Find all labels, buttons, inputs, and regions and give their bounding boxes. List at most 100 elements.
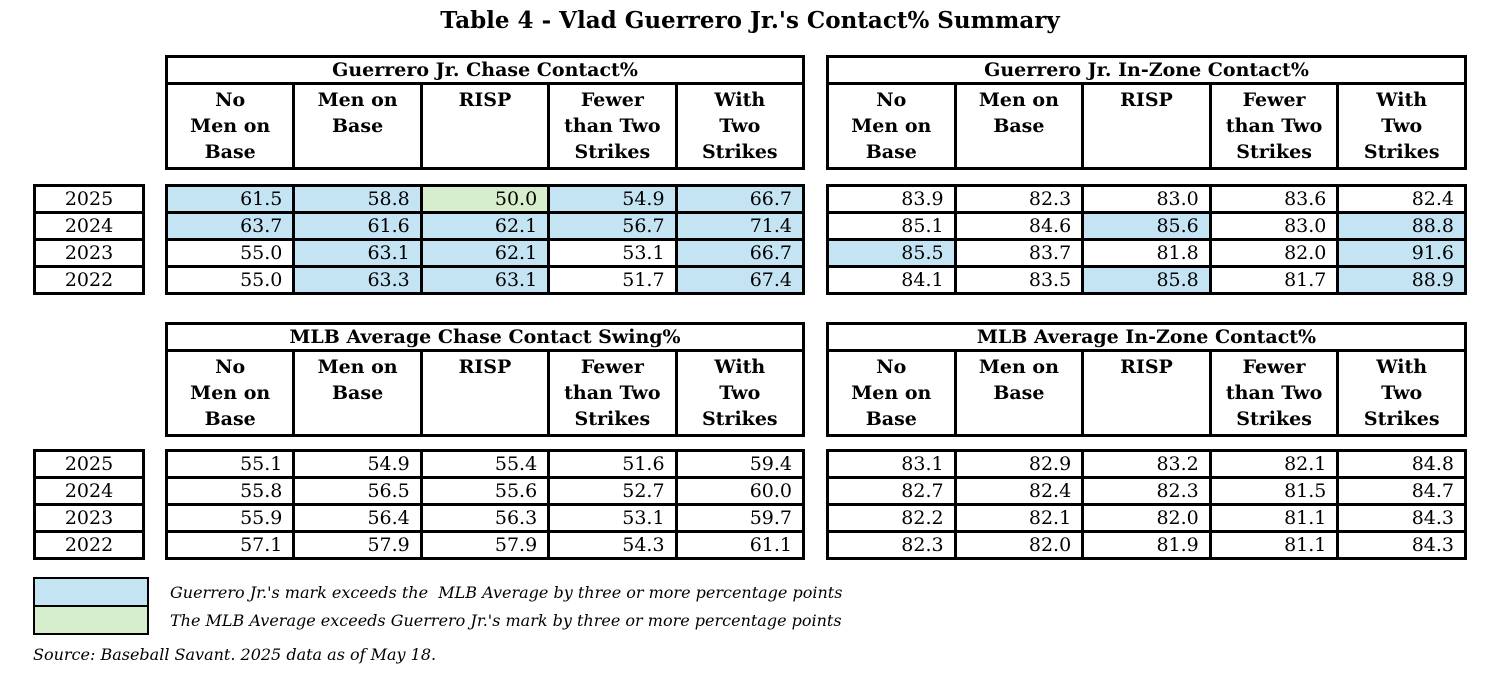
data-table: 83.1 82.9 83.2 82.1 84.8 82.7 82.4 82.3 81.5 84.7… — [826, 449, 1467, 560]
table-row: 57.1 57.9 57.9 54.3 61.1 — [164, 530, 806, 560]
data-cell: 82.0 — [1208, 238, 1340, 268]
column-header: With Two Strikes — [1336, 349, 1467, 437]
column-header: RISP — [419, 349, 551, 437]
data-cell: 63.1 — [292, 238, 423, 268]
data-cell: 84.1 — [826, 265, 957, 295]
data-cell: 57.9 — [419, 530, 551, 560]
table-row: 55.9 56.4 56.3 53.1 59.7 — [164, 503, 806, 533]
data-cell: 55.6 — [419, 476, 551, 506]
guerrero-inzone-header-table: Guerrero Jr. In-Zone Contact% No Men on Bas… — [826, 55, 1467, 170]
column-header: Fewer than Two Strikes — [1208, 349, 1340, 437]
data-cell: 53.1 — [547, 238, 678, 268]
year-label: 2025 — [33, 449, 145, 479]
data-cell: 83.9 — [826, 184, 957, 214]
data-cell: 57.1 — [164, 530, 296, 560]
column-header: No Men on Base — [826, 349, 957, 437]
mlb-chase-data-table: 55.1 54.9 55.4 51.6 59.4 55.8 56.5 55.6 52.7 60.0… — [164, 449, 806, 560]
column-header: No Men on Base — [826, 82, 957, 170]
data-cell: 62.1 — [419, 238, 551, 268]
data-table: 61.5 58.8 50.0 54.9 66.7 63.7 61.6 62.1 56.7 71.4… — [164, 184, 806, 295]
data-cell: 88.9 — [1336, 265, 1467, 295]
data-cell: 55.9 — [164, 503, 296, 533]
data-cell: 82.4 — [953, 476, 1085, 506]
data-cell: 81.5 — [1208, 476, 1340, 506]
data-cell: 66.7 — [674, 238, 806, 268]
data-cell: 82.1 — [953, 503, 1085, 533]
legend-swatches — [33, 577, 149, 635]
data-cell: 82.4 — [1336, 184, 1467, 214]
column-header: Men on Base — [292, 349, 423, 437]
data-cell: 82.3 — [1081, 476, 1212, 506]
column-header: No Men on Base — [164, 349, 296, 437]
column-header: RISP — [1081, 82, 1212, 170]
year-column-bottom: 2025 2024 2023 2022 — [33, 449, 145, 560]
data-cell: 82.3 — [953, 184, 1085, 214]
data-cell: 55.1 — [164, 449, 296, 479]
data-cell: 81.7 — [1208, 265, 1340, 295]
data-cell: 91.6 — [1336, 238, 1467, 268]
column-header: Men on Base — [953, 349, 1085, 437]
data-cell: 84.7 — [1336, 476, 1467, 506]
table-row: 55.8 56.5 55.6 52.7 60.0 — [164, 476, 806, 506]
legend-swatch-green — [35, 607, 147, 633]
legend-text-blue: Guerrero Jr.'s mark exceeds the MLB Aver… — [170, 583, 843, 602]
data-table: 83.9 82.3 83.0 83.6 82.4 85.1 84.6 85.6 83.0 88.8… — [826, 184, 1467, 295]
data-cell: 63.3 — [292, 265, 423, 295]
column-header: With Two Strikes — [674, 349, 806, 437]
data-cell: 81.1 — [1208, 530, 1340, 560]
data-cell: 60.0 — [674, 476, 806, 506]
table-title: MLB Average In-Zone Contact% — [826, 322, 1467, 352]
column-header: Fewer than Two Strikes — [1208, 82, 1340, 170]
column-header: Fewer than Two Strikes — [547, 349, 678, 437]
table-row: 55.1 54.9 55.4 51.6 59.4 — [164, 449, 806, 479]
data-cell: 81.9 — [1081, 530, 1212, 560]
table-row: 83.9 82.3 83.0 83.6 82.4 — [826, 184, 1467, 214]
table-title: Guerrero Jr. Chase Contact% — [165, 55, 805, 85]
data-cell: 84.6 — [953, 211, 1085, 241]
column-header: With Two Strikes — [1336, 82, 1467, 170]
data-cell: 51.7 — [547, 265, 678, 295]
mlb-inzone-data-table: 83.1 82.9 83.2 82.1 84.8 82.7 82.4 82.3 81.5 84.7… — [826, 449, 1467, 560]
data-cell: 56.4 — [292, 503, 423, 533]
year-label: 2023 — [33, 238, 145, 268]
column-header: Men on Base — [292, 82, 423, 170]
column-header: RISP — [1081, 349, 1212, 437]
column-header: No Men on Base — [164, 82, 296, 170]
data-cell: 52.7 — [547, 476, 678, 506]
data-cell: 63.7 — [164, 211, 296, 241]
header-table: Guerrero Jr. Chase Contact% No Men on Base M… — [164, 55, 806, 170]
column-header: Men on Base — [953, 82, 1085, 170]
data-cell: 54.9 — [292, 449, 423, 479]
data-cell: 59.4 — [674, 449, 806, 479]
data-cell: 61.5 — [164, 184, 296, 214]
data-cell: 83.7 — [953, 238, 1085, 268]
table-title: Guerrero Jr. In-Zone Contact% — [826, 55, 1467, 85]
year-label: 2024 — [33, 476, 145, 506]
data-cell: 82.9 — [953, 449, 1085, 479]
table-row: 63.7 61.6 62.1 56.7 71.4 — [164, 211, 806, 241]
data-cell: 85.5 — [826, 238, 957, 268]
mlb-inzone-header-table: MLB Average In-Zone Contact% No Men on Base… — [826, 322, 1467, 437]
year-label: 2024 — [33, 211, 145, 241]
data-cell: 85.8 — [1081, 265, 1212, 295]
guerrero-inzone-data-table: 83.9 82.3 83.0 83.6 82.4 85.1 84.6 85.6 83.0 88.8… — [826, 184, 1467, 295]
data-cell: 83.2 — [1081, 449, 1212, 479]
column-header: With Two Strikes — [674, 82, 806, 170]
year-label: 2025 — [33, 184, 145, 214]
data-cell: 54.9 — [547, 184, 678, 214]
data-cell: 83.6 — [1208, 184, 1340, 214]
data-cell: 81.1 — [1208, 503, 1340, 533]
data-cell: 85.6 — [1081, 211, 1212, 241]
table-row: 82.3 82.0 81.9 81.1 84.3 — [826, 530, 1467, 560]
data-cell: 57.9 — [292, 530, 423, 560]
source-note: Source: Baseball Savant. 2025 data as of… — [33, 645, 437, 664]
data-table: 55.1 54.9 55.4 51.6 59.4 55.8 56.5 55.6 52.7 60.0… — [164, 449, 806, 560]
data-cell: 81.8 — [1081, 238, 1212, 268]
data-cell: 82.1 — [1208, 449, 1340, 479]
year-label: 2023 — [33, 503, 145, 533]
year-column-top: 2025 2024 2023 2022 — [33, 184, 145, 295]
data-cell: 53.1 — [547, 503, 678, 533]
guerrero-chase-data-table: 61.5 58.8 50.0 54.9 66.7 63.7 61.6 62.1 56.7 71.4… — [164, 184, 806, 295]
figure-title: Table 4 - Vlad Guerrero Jr.'s Contact% S… — [440, 7, 1060, 34]
